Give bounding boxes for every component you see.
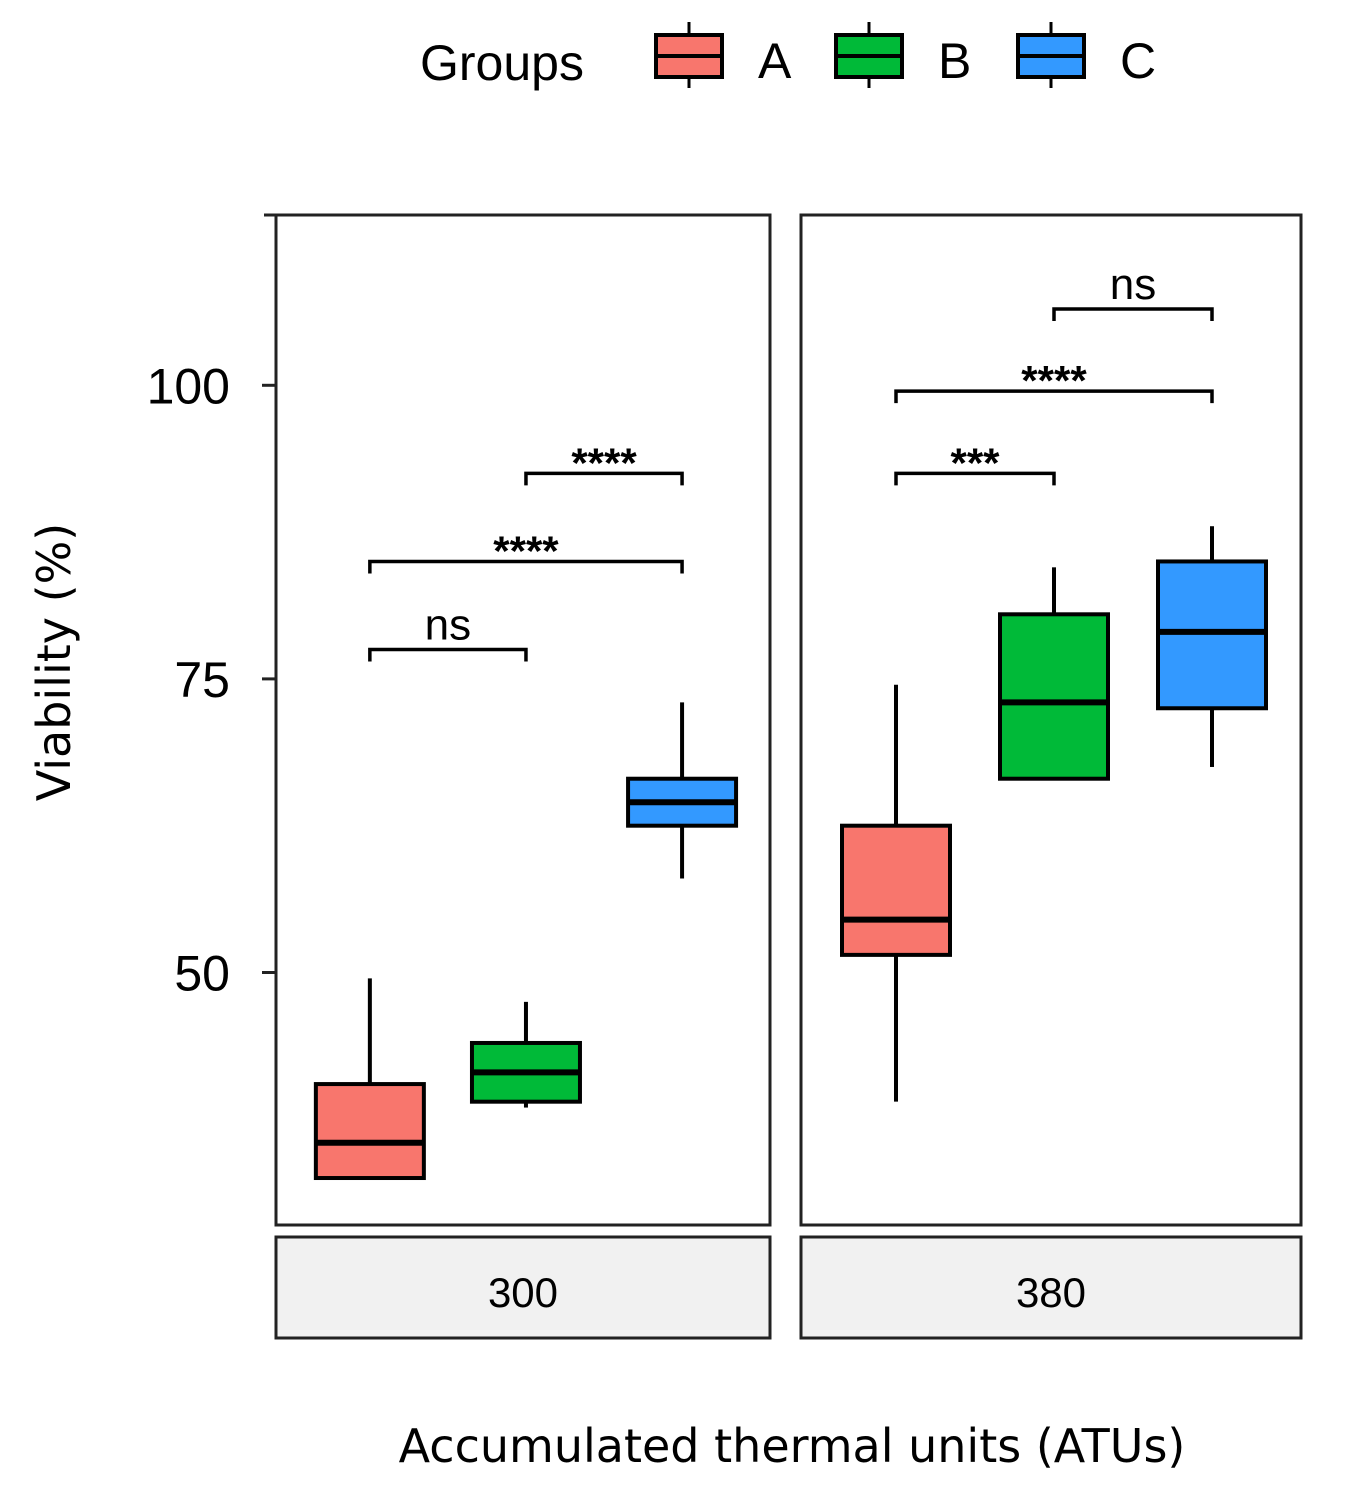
box-B <box>469 1001 582 1108</box>
significance-bracket <box>894 471 1056 486</box>
significance-label: **** <box>571 439 637 486</box>
x-axis-title: Accumulated thermal units (ATUs) <box>399 1419 1186 1473</box>
iqr-box <box>313 1082 426 1181</box>
significance-bracket <box>368 647 528 662</box>
box-A <box>313 978 426 1181</box>
legend-label: A <box>758 33 792 89</box>
legend-entry-B: B <box>834 22 971 89</box>
iqr-box <box>998 612 1110 781</box>
facet-strip-box <box>274 1235 772 1340</box>
facet-strip-box <box>799 1235 1303 1340</box>
iqr-box <box>840 823 952 957</box>
y-axis: 50 75 100 <box>147 213 276 1002</box>
y-tick-label: 100 <box>147 358 230 414</box>
facet-strip-label: 300 <box>488 1269 558 1316</box>
significance-label: *** <box>950 439 1000 486</box>
y-axis-title: Viability (%) <box>27 523 81 801</box>
legend-label: B <box>938 33 971 89</box>
y-tick-label: 75 <box>174 652 230 708</box>
comparison-A-B: *** <box>894 439 1056 486</box>
plot-panels: ns******** *******ns <box>274 213 1303 1227</box>
legend-entry-C: C <box>1016 22 1156 89</box>
comparison-A-C: **** <box>368 527 684 574</box>
significance-label: **** <box>493 527 559 574</box>
legend-entry-A: A <box>654 22 792 89</box>
comparison-B-C: ns <box>1052 260 1214 321</box>
significance-bracket <box>894 389 1214 404</box>
significance-bracket <box>1052 307 1214 321</box>
box-A <box>840 684 952 1102</box>
significance-label: ns <box>425 601 471 650</box>
legend-label: C <box>1120 33 1156 89</box>
panel-300: ns **** **** <box>274 213 772 1227</box>
box-C <box>626 702 739 879</box>
facet-strip-380: 380 <box>799 1235 1303 1340</box>
box-C <box>1156 526 1268 767</box>
significance-label: **** <box>1021 357 1087 404</box>
facet-strips: 300 380 <box>274 1235 1303 1340</box>
facet-strip-300: 300 <box>274 1235 772 1340</box>
comparison-A-B: ns <box>368 601 528 662</box>
legend: Groups A B C <box>420 22 1156 91</box>
box-B <box>998 567 1110 781</box>
significance-label: ns <box>1110 260 1156 309</box>
significance-bracket <box>368 559 684 574</box>
comparison-B-C: **** <box>524 439 684 486</box>
legend-title: Groups <box>420 35 584 91</box>
significance-bracket <box>524 471 684 486</box>
comparison-A-C: **** <box>894 357 1214 404</box>
panel-380: *******ns <box>799 213 1303 1227</box>
facet-strip-label: 380 <box>1016 1269 1086 1316</box>
panel-frame <box>799 213 1303 1227</box>
y-tick-label: 50 <box>174 946 230 1002</box>
